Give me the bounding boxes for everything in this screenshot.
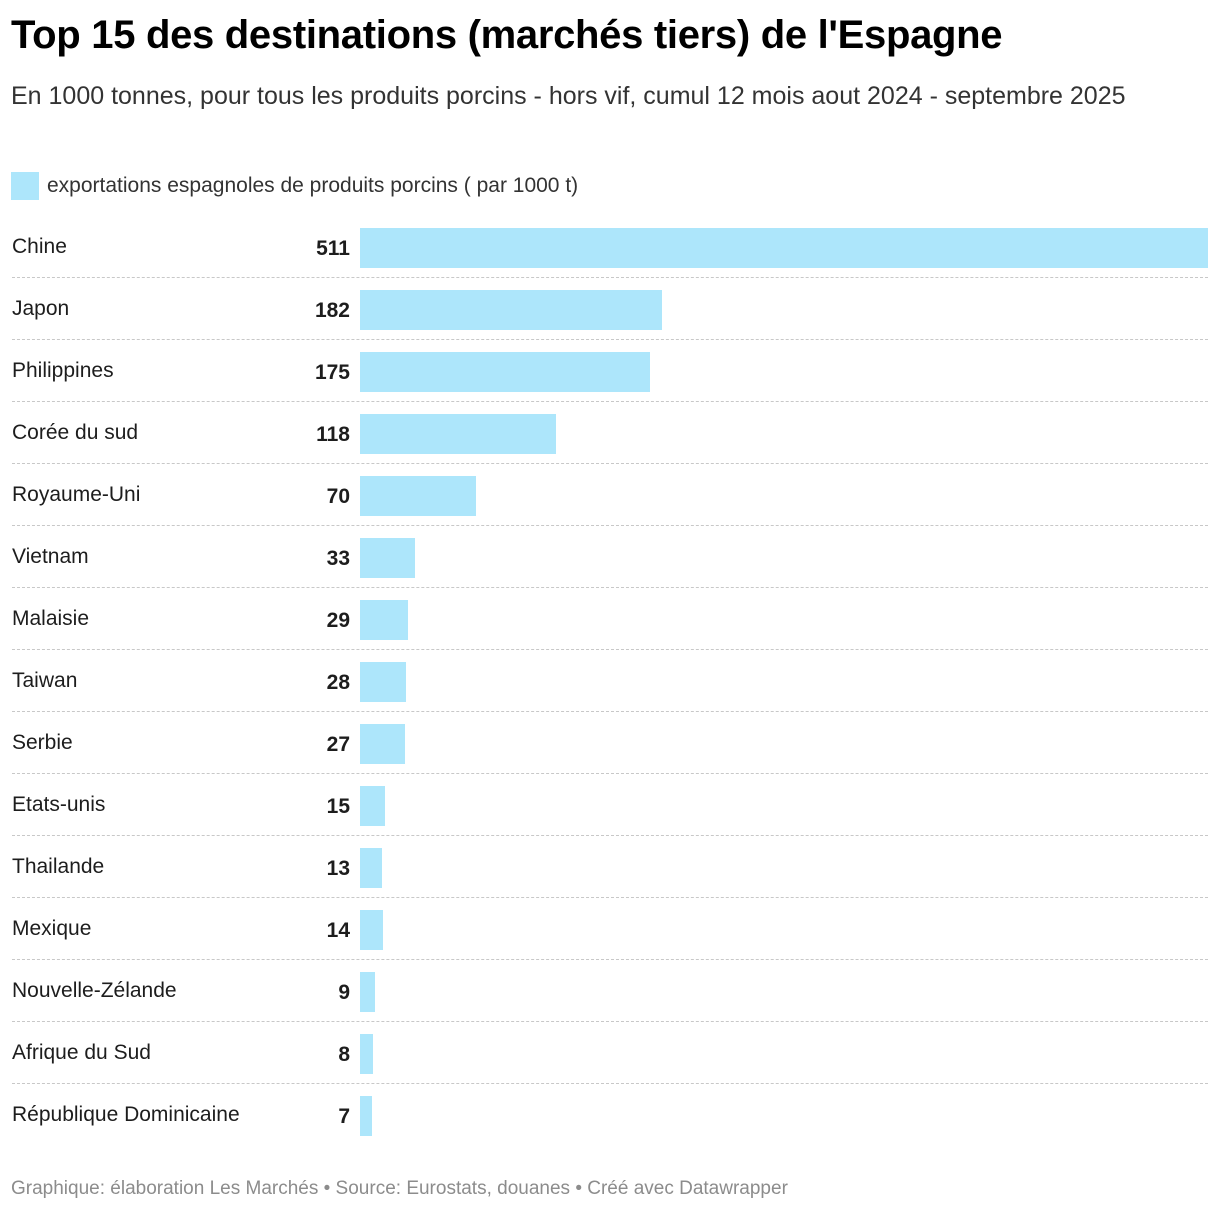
legend-swatch bbox=[11, 172, 39, 200]
chart-subtitle: En 1000 tonnes, pour tous les produits p… bbox=[11, 82, 1126, 110]
bar-row: Japon 182 bbox=[0, 289, 1220, 351]
row-separator bbox=[12, 835, 1208, 836]
row-separator bbox=[12, 587, 1208, 588]
category-label: Taiwan bbox=[12, 669, 78, 692]
row-separator bbox=[12, 339, 1208, 340]
row-separator bbox=[12, 711, 1208, 712]
chart-title: Top 15 des destinations (marchés tiers) … bbox=[11, 13, 1003, 57]
category-label: Serbie bbox=[12, 731, 73, 754]
bar-row: Philippines 175 bbox=[0, 351, 1220, 413]
data-label: 70 bbox=[326, 485, 350, 508]
bar bbox=[360, 1096, 372, 1136]
data-label: 28 bbox=[326, 671, 350, 694]
bar-row: Etats-unis 15 bbox=[0, 785, 1220, 847]
data-label: 13 bbox=[326, 857, 350, 880]
bar-row: Mexique 14 bbox=[0, 909, 1220, 971]
bar bbox=[360, 910, 383, 950]
row-separator bbox=[12, 1083, 1208, 1084]
bar-row: Royaume-Uni 70 bbox=[0, 475, 1220, 537]
row-separator bbox=[12, 401, 1208, 402]
bar bbox=[360, 848, 382, 888]
row-separator bbox=[12, 897, 1208, 898]
bar-row: République Dominicaine 7 bbox=[0, 1095, 1220, 1157]
category-label: Afrique du Sud bbox=[12, 1041, 151, 1064]
row-separator bbox=[12, 959, 1208, 960]
row-separator bbox=[12, 277, 1208, 278]
category-label: Vietnam bbox=[12, 545, 89, 568]
category-label: Royaume-Uni bbox=[12, 483, 141, 506]
bar bbox=[360, 476, 476, 516]
bar bbox=[360, 600, 408, 640]
bar-row: Malaisie 29 bbox=[0, 599, 1220, 661]
bar-row: Chine 511 bbox=[0, 227, 1220, 289]
data-label: 182 bbox=[314, 299, 350, 322]
category-label: Mexique bbox=[12, 917, 92, 940]
data-label: 7 bbox=[338, 1105, 350, 1128]
row-separator bbox=[12, 649, 1208, 650]
bar bbox=[360, 538, 415, 578]
bar-row: Nouvelle-Zélande 9 bbox=[0, 971, 1220, 1033]
category-label: Etats-unis bbox=[12, 793, 106, 816]
bar bbox=[360, 290, 662, 330]
data-label: 175 bbox=[314, 361, 350, 384]
bar bbox=[360, 1034, 373, 1074]
category-label: Malaisie bbox=[12, 607, 90, 630]
data-label: 29 bbox=[326, 609, 350, 632]
bar bbox=[360, 662, 406, 702]
bar bbox=[360, 786, 385, 826]
bar-row: Corée du sud 118 bbox=[0, 413, 1220, 475]
category-label: République Dominicaine bbox=[12, 1103, 240, 1126]
data-label: 33 bbox=[326, 547, 350, 570]
bar bbox=[360, 724, 405, 764]
data-label: 118 bbox=[316, 423, 350, 446]
bar bbox=[360, 352, 650, 392]
row-separator bbox=[12, 463, 1208, 464]
bar-row: Taiwan 28 bbox=[0, 661, 1220, 723]
bar-row: Afrique du Sud 8 bbox=[0, 1033, 1220, 1095]
data-label: 15 bbox=[326, 795, 350, 818]
bar bbox=[360, 414, 556, 454]
category-label: Thailande bbox=[12, 855, 105, 878]
category-label: Nouvelle-Zélande bbox=[12, 979, 177, 1002]
row-separator bbox=[12, 1021, 1208, 1022]
data-label: 14 bbox=[326, 919, 350, 942]
bar bbox=[360, 228, 1208, 268]
legend-label: exportations espagnoles de produits porc… bbox=[47, 174, 579, 197]
row-separator bbox=[12, 773, 1208, 774]
data-label: 27 bbox=[326, 733, 350, 756]
bar bbox=[360, 972, 375, 1012]
data-label: 511 bbox=[316, 237, 350, 260]
data-label: 9 bbox=[338, 981, 350, 1004]
row-separator bbox=[12, 525, 1208, 526]
category-label: Japon bbox=[12, 297, 70, 320]
category-label: Chine bbox=[12, 235, 67, 258]
bar-row: Vietnam 33 bbox=[0, 537, 1220, 599]
category-label: Philippines bbox=[12, 359, 114, 382]
chart-footer: Graphique: élaboration Les Marchés • Sou… bbox=[11, 1178, 788, 1199]
category-label: Corée du sud bbox=[12, 421, 139, 444]
legend: exportations espagnoles de produits porc… bbox=[11, 172, 578, 200]
bar-row: Thailande 13 bbox=[0, 847, 1220, 909]
data-label: 8 bbox=[338, 1043, 350, 1066]
bar-row: Serbie 27 bbox=[0, 723, 1220, 785]
